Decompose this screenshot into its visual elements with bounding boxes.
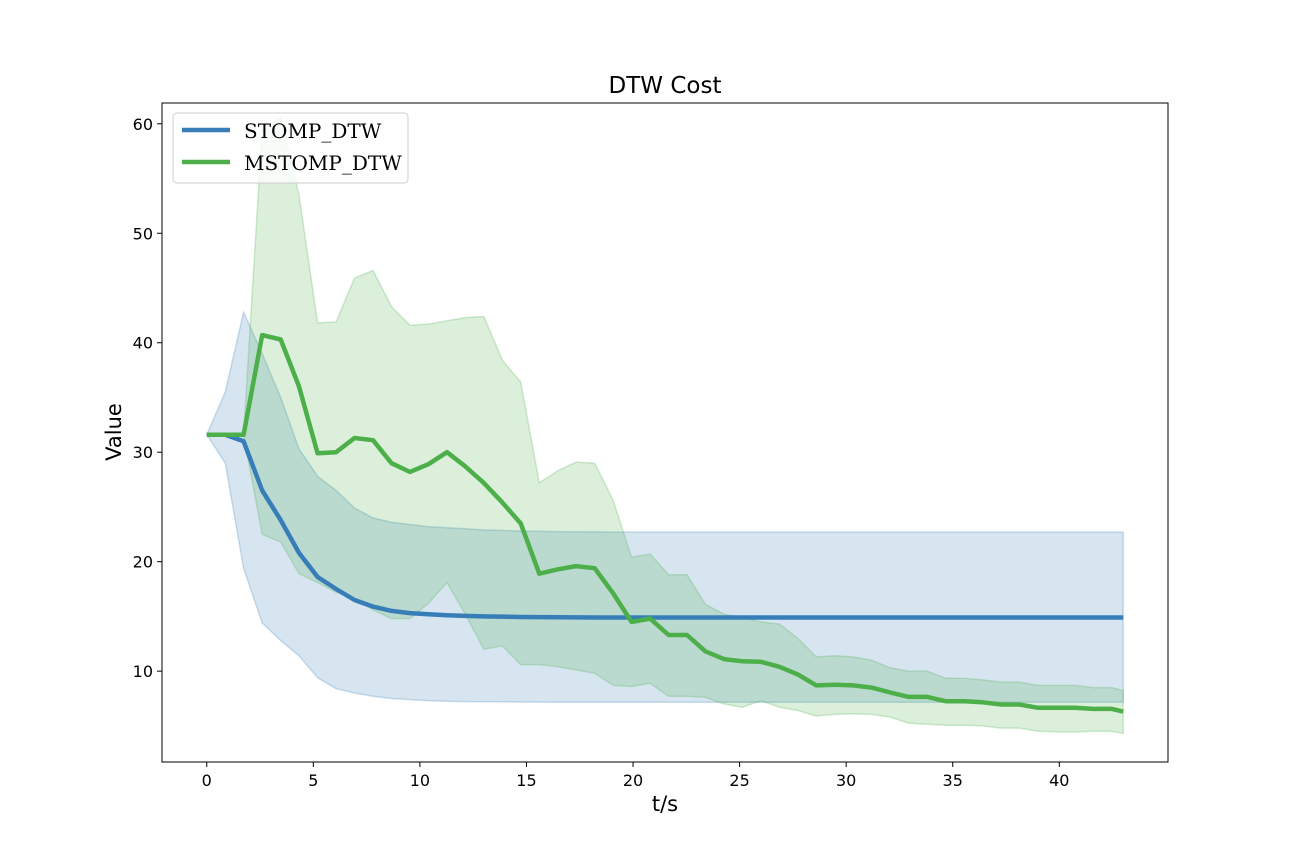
x-tick-label: 30: [836, 771, 856, 790]
confidence-bands: [205, 115, 1124, 735]
y-tick-label: 30: [133, 443, 153, 462]
x-tick-label: 0: [202, 771, 212, 790]
x-tick-label: 25: [729, 771, 749, 790]
x-axis-ticks: 0 5 10 15 20 25 30 35 40: [202, 762, 1069, 790]
y-tick-label: 10: [133, 662, 153, 681]
y-axis-label: Value: [102, 403, 126, 461]
x-tick-label: 15: [516, 771, 536, 790]
line-mstomp-dtw: [206, 332, 1124, 714]
legend: STOMP_DTW MSTOMP_DTW: [172, 112, 409, 184]
y-tick-label: 40: [133, 334, 153, 353]
x-axis-label: t/s: [652, 792, 678, 816]
plot-frame: [161, 102, 1169, 763]
x-tick-label: 35: [943, 771, 963, 790]
legend-label-mstomp: MSTOMP_DTW: [244, 151, 402, 175]
chart-title: DTW Cost: [609, 73, 722, 99]
x-tick-label: 40: [1049, 771, 1069, 790]
x-tick-label: 10: [410, 771, 430, 790]
series-lines: [206, 332, 1124, 714]
x-tick-label: 5: [308, 771, 318, 790]
y-tick-label: 20: [133, 553, 153, 572]
y-tick-label: 60: [133, 115, 153, 134]
band-mstomp-dtw: [206, 115, 1124, 735]
legend-label-stomp: STOMP_DTW: [244, 119, 382, 143]
line-stomp-dtw: [206, 432, 1124, 620]
x-tick-label: 20: [623, 771, 643, 790]
y-axis-ticks: 10 20 30 40 50 60: [133, 115, 162, 681]
legend-box: [172, 112, 409, 184]
y-tick-label: 50: [133, 224, 153, 243]
